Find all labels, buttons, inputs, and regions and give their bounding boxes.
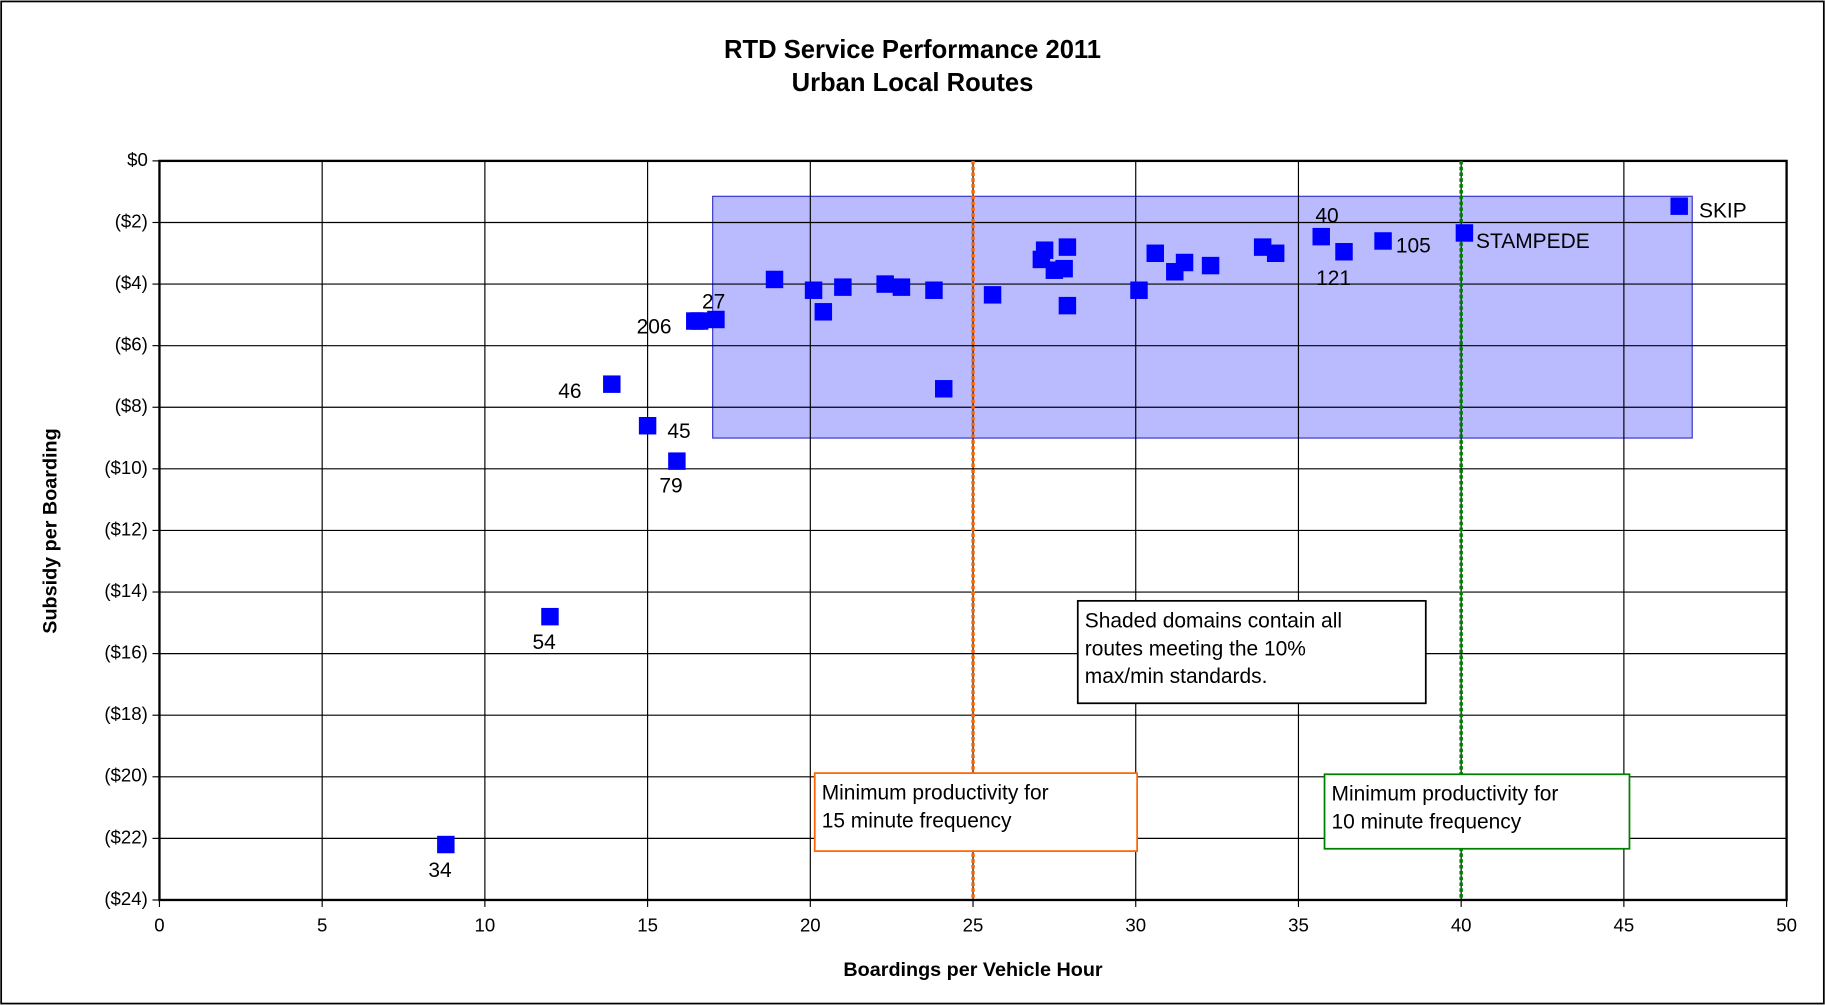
y-tick-label: ($4) bbox=[115, 272, 148, 293]
data-point bbox=[1335, 243, 1353, 261]
chart-title: RTD Service Performance 2011 bbox=[724, 36, 1101, 64]
data-point bbox=[1266, 244, 1285, 263]
x-tick-label: 5 bbox=[317, 915, 327, 936]
data-point bbox=[1201, 256, 1220, 275]
point-label: 206 bbox=[637, 316, 672, 339]
x-tick-label: 30 bbox=[1125, 915, 1146, 936]
x-tick-label: 10 bbox=[475, 915, 496, 936]
data-point bbox=[1374, 232, 1392, 250]
point-label: STAMPEDE bbox=[1476, 230, 1590, 253]
data-point bbox=[892, 278, 911, 296]
x-tick-label: 40 bbox=[1451, 915, 1472, 936]
x-axis-label: Boardings per Vehicle Hour bbox=[843, 959, 1103, 981]
annotation-text: 15 minute frequency bbox=[822, 810, 1012, 833]
data-point bbox=[1058, 238, 1077, 256]
data-point bbox=[686, 312, 704, 330]
data-point bbox=[935, 380, 953, 398]
x-tick-label: 25 bbox=[963, 915, 984, 936]
x-tick-label: 45 bbox=[1614, 915, 1635, 936]
point-label: 45 bbox=[667, 420, 690, 443]
y-tick-label: ($2) bbox=[115, 210, 148, 231]
annotation-text: Minimum productivity for bbox=[1332, 783, 1559, 806]
y-tick-label: ($16) bbox=[104, 642, 147, 663]
point-label: 40 bbox=[1315, 204, 1338, 227]
data-point bbox=[834, 278, 852, 296]
y-tick-label: $0 bbox=[127, 149, 148, 170]
y-tick-label: ($6) bbox=[115, 334, 148, 355]
data-point bbox=[638, 417, 657, 435]
annotation-text: routes meeting the 10% bbox=[1085, 637, 1306, 660]
y-axis-label: Subsidy per Boarding bbox=[39, 428, 61, 633]
data-point bbox=[707, 310, 725, 329]
x-tick-label: 15 bbox=[637, 915, 658, 936]
data-point bbox=[925, 281, 943, 299]
shaded-domain bbox=[712, 195, 1693, 439]
point-label: 105 bbox=[1396, 234, 1431, 257]
point-label: 121 bbox=[1316, 267, 1351, 290]
point-label: 27 bbox=[702, 291, 725, 314]
annotation-box bbox=[1323, 773, 1631, 850]
data-point bbox=[1058, 296, 1077, 315]
y-tick-label: ($10) bbox=[104, 457, 147, 478]
data-point bbox=[437, 835, 455, 854]
data-point bbox=[876, 275, 894, 293]
point-label: 34 bbox=[428, 859, 452, 882]
y-tick-label: ($8) bbox=[115, 395, 148, 416]
x-tick-label: 20 bbox=[800, 915, 821, 936]
x-tick-label: 35 bbox=[1288, 915, 1309, 936]
y-tick-label: ($12) bbox=[104, 518, 147, 539]
y-tick-label: ($14) bbox=[104, 580, 147, 601]
data-point bbox=[668, 452, 686, 470]
y-tick-label: ($18) bbox=[104, 703, 147, 724]
data-point bbox=[1130, 281, 1148, 299]
data-point bbox=[603, 375, 621, 393]
data-point bbox=[1146, 244, 1164, 263]
x-tick-label: 0 bbox=[154, 915, 164, 936]
data-point bbox=[765, 270, 784, 289]
x-tick-label: 50 bbox=[1776, 915, 1797, 936]
y-tick-label: ($20) bbox=[104, 765, 147, 786]
y-tick-label: ($22) bbox=[104, 826, 147, 847]
chart-subtitle: Urban Local Routes bbox=[792, 69, 1034, 97]
annotation-text: Minimum productivity for bbox=[822, 782, 1049, 805]
annotation-box bbox=[813, 772, 1139, 852]
data-point bbox=[1166, 263, 1184, 281]
data-point bbox=[1312, 227, 1330, 246]
data-point bbox=[1670, 197, 1688, 215]
data-point bbox=[1455, 224, 1474, 242]
annotation-text: max/min standards. bbox=[1085, 665, 1268, 688]
data-point bbox=[983, 286, 1002, 304]
data-point bbox=[804, 281, 823, 299]
y-tick-label: ($24) bbox=[104, 888, 147, 909]
data-point bbox=[1055, 259, 1073, 278]
point-label: 46 bbox=[558, 380, 581, 403]
data-point bbox=[541, 607, 559, 626]
point-label: SKIP bbox=[1699, 200, 1747, 223]
annotation-text: Shaded domains contain all bbox=[1085, 609, 1342, 632]
point-label: 79 bbox=[659, 474, 682, 497]
point-label: 54 bbox=[532, 631, 556, 654]
annotation-box bbox=[1076, 599, 1427, 705]
annotation-text: 10 minute frequency bbox=[1332, 811, 1522, 834]
data-point bbox=[814, 303, 833, 321]
